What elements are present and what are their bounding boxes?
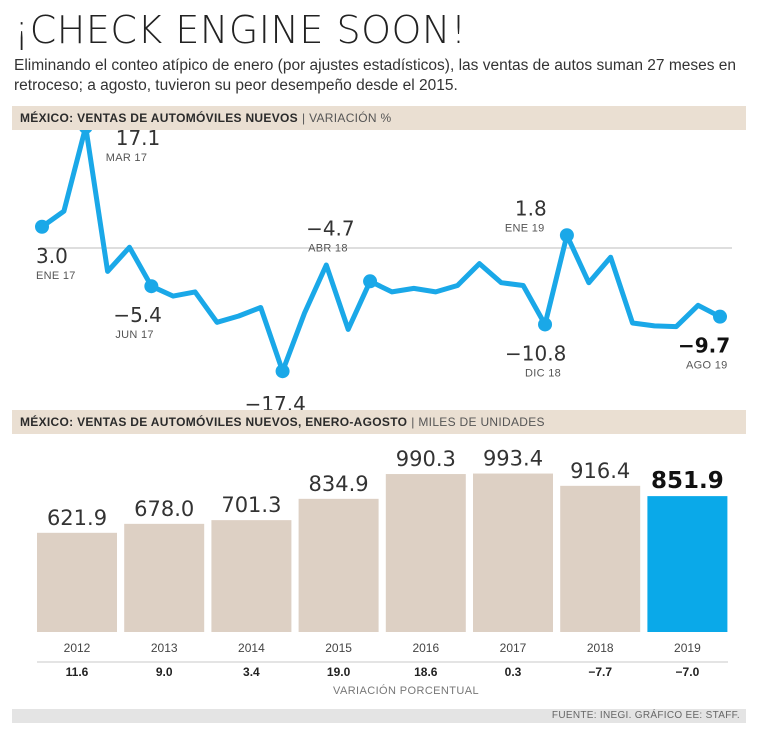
year-label: 2015 (325, 641, 352, 655)
point-value-label: −5.4 (113, 303, 162, 327)
point-marker (35, 219, 49, 234)
point-value-label: −4.7 (306, 216, 355, 240)
point-value-label: −9.7 (678, 334, 730, 358)
year-label: 2014 (238, 641, 265, 655)
year-label: 2017 (500, 641, 527, 655)
point-date-label: ABR 18 (308, 242, 348, 254)
variation-caption: VARIACIÓN PORCENTUAL (333, 684, 479, 697)
bar-value-label: 701.3 (221, 493, 281, 517)
source-note: FUENTE: INEGI. GRÁFICO EE: STAFF. (551, 710, 740, 721)
point-marker (559, 228, 574, 243)
bar-2013 (124, 523, 205, 632)
year-label: 2019 (674, 641, 701, 655)
bar-2014 (211, 520, 292, 632)
variation-value: 3.4 (243, 665, 260, 679)
bar-value-label: 916.4 (570, 459, 630, 483)
point-marker (144, 279, 159, 294)
point-date-label: JUN 17 (115, 329, 153, 341)
point-marker (363, 274, 378, 289)
point-date-label: DIC 18 (525, 367, 561, 379)
bar-chart-unit: MILES DE UNIDADES (418, 415, 545, 429)
bar-2018 (560, 485, 641, 632)
point-marker (713, 309, 727, 324)
bar-chart-title: MÉXICO: VENTAS DE AUTOMÓVILES NUEVOS, EN… (20, 415, 408, 429)
page-subtitle: Eliminando el conteo atípico de enero (p… (14, 57, 737, 94)
year-label: 2012 (64, 641, 91, 655)
point-value-label: 17.1 (116, 130, 161, 150)
point-marker (79, 130, 93, 134)
point-date-label: MAR 17 (106, 152, 148, 164)
bar-2012 (37, 532, 117, 632)
page-title: ¡CHECK ENGINE SOON! (14, 8, 467, 52)
variation-value: 11.6 (66, 665, 89, 679)
bar-2016 (385, 474, 466, 632)
line-chart-unit: VARIACIÓN % (309, 111, 392, 125)
point-marker (275, 364, 290, 379)
bar-value-label: 834.9 (309, 472, 369, 496)
point-value-label: −10.8 (505, 341, 566, 365)
variation-value: 9.0 (156, 665, 173, 679)
point-date-label: ENE 19 (505, 222, 545, 234)
variation-value: 0.3 (505, 665, 522, 679)
line-chart-title: MÉXICO: VENTAS DE AUTOMÓVILES NUEVOS (20, 111, 298, 125)
variation-value: −7.7 (588, 665, 612, 679)
bar-2019 (647, 496, 728, 632)
bar-value-label: 678.0 (134, 497, 194, 521)
variation-value: 19.0 (327, 665, 351, 679)
bar-chart: 621.9 2012 11.6 678.0 2013 9.0 701.3 2014 3.4 834… (37, 447, 728, 697)
bar-chart-header: MÉXICO: VENTAS DE AUTOMÓVILES NUEVOS, EN… (12, 410, 746, 434)
year-label: 2013 (151, 641, 178, 655)
source-bar: FUENTE: INEGI. GRÁFICO EE: STAFF. (12, 709, 746, 723)
line-chart-header: MÉXICO: VENTAS DE AUTOMÓVILES NUEVOS | VAR… (12, 106, 746, 130)
bar-2017 (473, 473, 553, 632)
bar-value-label: 990.3 (396, 447, 456, 471)
year-label: 2018 (587, 641, 614, 655)
point-marker (538, 317, 553, 332)
point-value-label: 1.8 (515, 196, 547, 220)
point-value-label: −17.4 (245, 392, 306, 410)
variation-value: −7.0 (676, 665, 700, 679)
variation-value: 18.6 (414, 665, 438, 679)
point-date-label: ENE 17 (36, 270, 76, 282)
point-date-label: AGO 19 (686, 360, 728, 372)
point-value-label: 3.0 (36, 244, 68, 268)
bar-value-label: 993.4 (483, 447, 543, 471)
year-label: 2016 (412, 641, 439, 655)
bar-value-label: 621.9 (47, 506, 107, 530)
bar-value-label: 851.9 (651, 468, 724, 494)
bar-2015 (298, 498, 379, 632)
